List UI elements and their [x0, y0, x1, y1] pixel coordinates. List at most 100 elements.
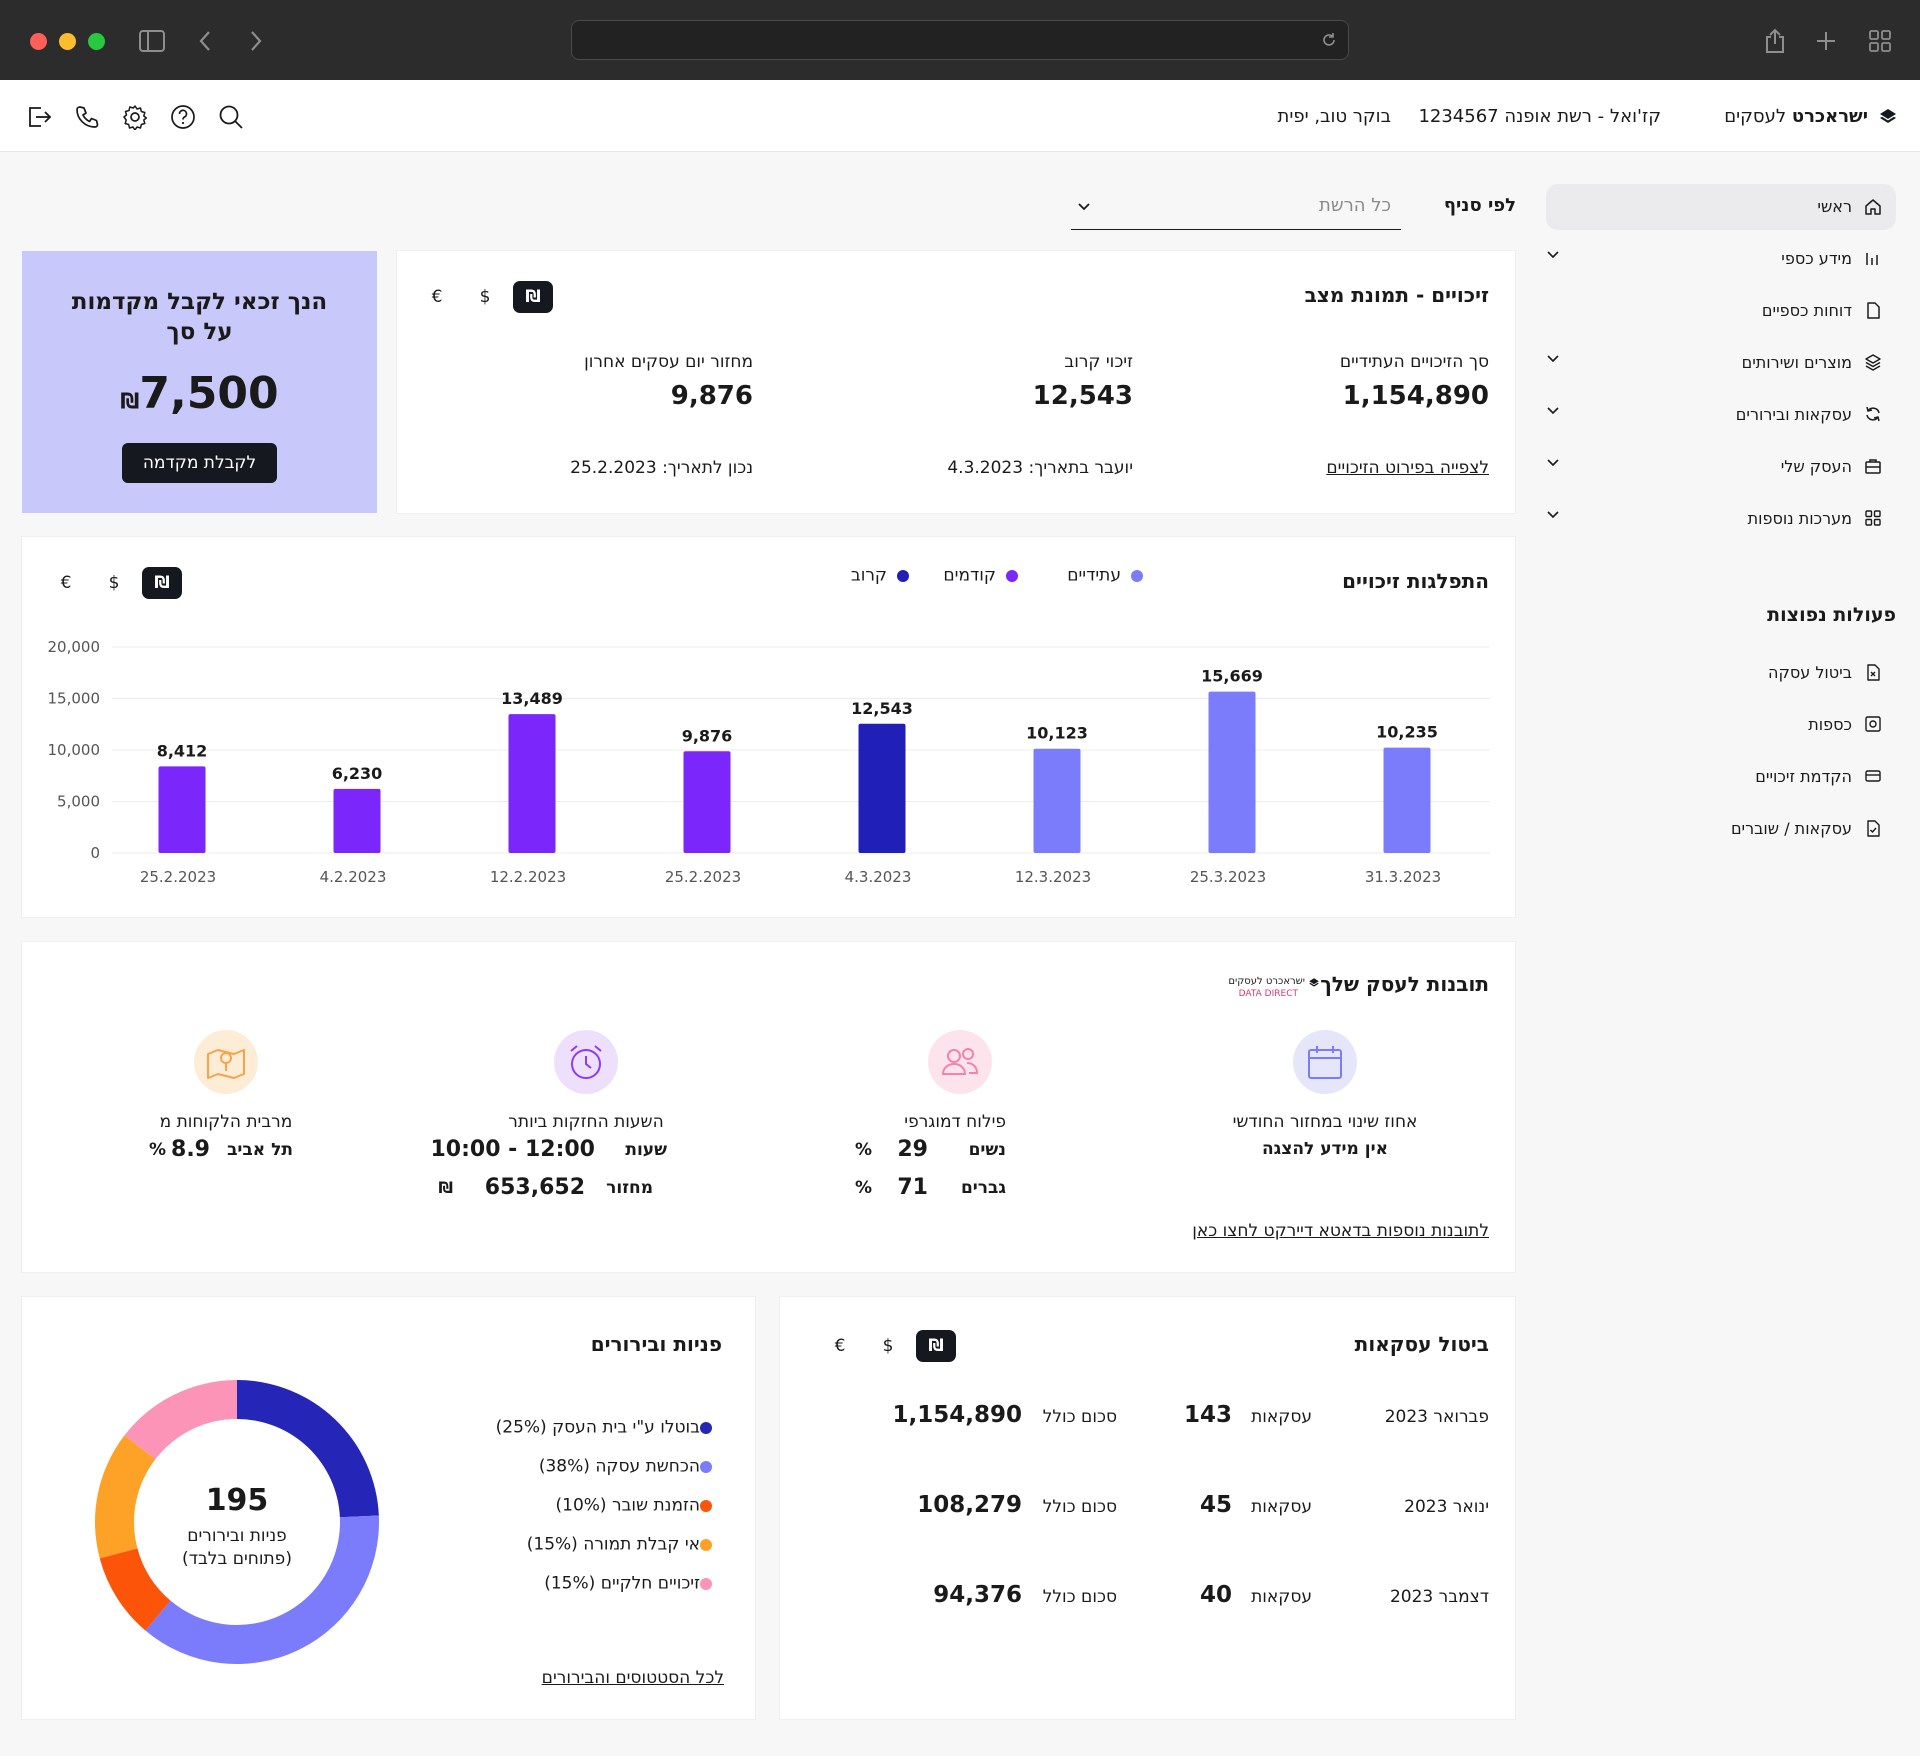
inquiry-legend-swatch [700, 1538, 712, 1551]
currency-usd-button[interactable]: $ [479, 287, 491, 307]
currency-ils-button[interactable]: ₪ [513, 281, 553, 313]
women-label: נשים [968, 1140, 1006, 1160]
chart-bar[interactable] [683, 751, 731, 853]
chart-currency-eur-button[interactable]: € [60, 573, 72, 593]
quick-action-1[interactable]: ביטול עסקה [1546, 650, 1896, 696]
logout-icon[interactable] [26, 104, 52, 130]
cancellation-sum: 108,279 [917, 1492, 1022, 1518]
donut-segment[interactable] [237, 1380, 379, 1518]
sidebar-item-1[interactable]: ראשי [1546, 184, 1896, 230]
share-icon[interactable] [1764, 28, 1786, 54]
data-direct-logo: ישראכרט לעסקים DATA DIRECT [1210, 976, 1320, 1006]
inquiry-legend-item: (10%) הזמנת שובר [556, 1495, 725, 1519]
donut-segment[interactable] [124, 1380, 237, 1460]
minimize-window-button[interactable] [59, 33, 76, 50]
cancellations-currency-ils-button[interactable]: ₪ [916, 1330, 956, 1362]
future-credits-value: 1,154,890 [1342, 381, 1489, 411]
all-inquiries-link[interactable]: לכל הסטטוסים והבירורים [541, 1668, 724, 1688]
chevron-down-icon[interactable] [1546, 458, 1560, 468]
transaction-cancellations-card: ביטול עסקאות ₪ $ € פברואר 2023 עסקאות 143 ס… [780, 1297, 1515, 1719]
chart-bar[interactable] [333, 788, 381, 853]
peak-turnover-label: מחזור [606, 1178, 653, 1198]
customer-city-value: 8.9 [171, 1137, 210, 1162]
inquiry-legend-item: (25%) בוטלו ע"י בית העסק [496, 1417, 724, 1441]
legend-item-past: קודמים [943, 565, 1018, 589]
inquiry-legend-label: (38%) הכחשת עסקה [538, 1456, 700, 1477]
sidebar-item-6[interactable]: העסק שלי [1546, 444, 1896, 490]
currency-eur-button[interactable]: € [431, 287, 443, 307]
sidebar-toggle-icon[interactable] [139, 30, 165, 52]
chevron-down-icon[interactable] [1546, 250, 1560, 260]
gear-icon[interactable] [122, 104, 148, 130]
get-advance-button[interactable]: לקבלת מקדמה [122, 443, 277, 483]
advance-offer-card: הנך זכאי לקבל מקדמות על סך ₪7,500 לקבלת … [22, 251, 377, 513]
women-value: 29 [897, 1137, 928, 1162]
data-direct-logo-line2: DATA DIRECT [1238, 989, 1298, 999]
home-icon [1865, 199, 1881, 215]
chevron-down-icon[interactable] [1546, 510, 1560, 520]
cancellation-count: 143 [1183, 1402, 1232, 1428]
back-icon[interactable] [198, 30, 212, 52]
chart-bar[interactable] [1383, 747, 1431, 853]
peak-turnover-value: 653,652 [484, 1175, 585, 1200]
sidebar-item-4[interactable]: מוצרים ושירותים [1546, 340, 1896, 386]
reload-icon[interactable] [1321, 32, 1337, 48]
cancellations-currency-eur-button[interactable]: € [834, 1336, 846, 1356]
quick-action-4[interactable]: עסקאות / שוברים [1546, 806, 1896, 852]
quick-action-label: הקדמת זיכויים [1755, 767, 1852, 786]
chevron-down-icon[interactable] [1546, 406, 1560, 416]
chart-bar[interactable] [158, 766, 206, 853]
sidebar-item-5[interactable]: עסקאות ובירורים [1546, 392, 1896, 438]
inquiry-legend-label: (15%) אי קבלת תמורה [526, 1534, 700, 1555]
transfer-date: יועבר בתאריך: 4.3.2023 [947, 458, 1133, 478]
sidebar-item-3[interactable]: דוחות כספיים [1546, 288, 1896, 334]
chart-currency-usd-button[interactable]: $ [108, 573, 120, 593]
layers-icon [1865, 354, 1881, 371]
chevron-down-icon[interactable] [1546, 354, 1560, 364]
tabs-grid-icon[interactable] [1869, 30, 1891, 52]
legend-swatch [897, 569, 909, 582]
help-icon[interactable] [170, 104, 196, 130]
more-insights-link[interactable]: לתובנות נוספות בדאטא דיירקט לחצו כאן [1192, 1221, 1489, 1241]
chart-currency-ils-button[interactable]: ₪ [142, 567, 182, 599]
branch-select[interactable]: כל הרשת [1071, 184, 1401, 230]
search-icon[interactable] [218, 104, 244, 130]
chart-bar[interactable] [1033, 748, 1081, 853]
brand-logo-icon [1880, 109, 1896, 123]
sidebar-item-2[interactable]: מידע כספי [1546, 236, 1896, 282]
greeting: בוקר טוב, יפית [1277, 106, 1391, 127]
address-bar[interactable] [571, 20, 1349, 60]
map-icon [207, 1049, 245, 1079]
close-window-button[interactable] [30, 33, 47, 50]
bar-value-label: 15,669 [1201, 667, 1263, 686]
cancellation-sum: 1,154,890 [892, 1402, 1023, 1428]
new-tab-icon[interactable] [1816, 31, 1836, 51]
calendar-icon [1308, 1046, 1342, 1079]
forward-icon[interactable] [249, 30, 263, 52]
quick-action-3[interactable]: הקדמת זיכויים [1546, 754, 1896, 800]
bar-value-label: 10,235 [1376, 723, 1438, 742]
quick-action-2[interactable]: כספות [1546, 702, 1896, 748]
donut-segment[interactable] [145, 1515, 379, 1664]
chart-bar[interactable] [1208, 691, 1256, 853]
sidebar-item-label: מידע כספי [1781, 249, 1852, 268]
chart-bar[interactable] [508, 714, 556, 853]
donut-segment[interactable] [99, 1548, 171, 1631]
sidebar-item-label: דוחות כספיים [1761, 301, 1852, 320]
inquiries-total: 195 [205, 1483, 269, 1518]
sidebar-item-7[interactable]: מערכות נוספות [1546, 496, 1896, 542]
maximize-window-button[interactable] [88, 33, 105, 50]
donut-segment[interactable] [95, 1435, 156, 1559]
phone-icon[interactable] [74, 104, 100, 130]
quick-action-label: עסקאות / שוברים [1730, 819, 1852, 838]
y-tick-label: 0 [90, 844, 100, 862]
cancellation-month: פברואר 2023 [1384, 1407, 1489, 1427]
cancellations-currency-usd-button[interactable]: $ [882, 1336, 894, 1356]
cancellation-sum-label: סכום כולל [1042, 1407, 1117, 1427]
credit-details-link[interactable]: לצפייה בפירוט הזיכויים [1326, 458, 1489, 478]
data-direct-logo-icon [1309, 978, 1319, 987]
x-tick-label: 12.3.2023 [1015, 868, 1091, 886]
app-header [0, 80, 1920, 152]
chart-bar[interactable] [858, 723, 906, 853]
credits-title: זיכויים - תמונת מצב [1304, 283, 1489, 307]
